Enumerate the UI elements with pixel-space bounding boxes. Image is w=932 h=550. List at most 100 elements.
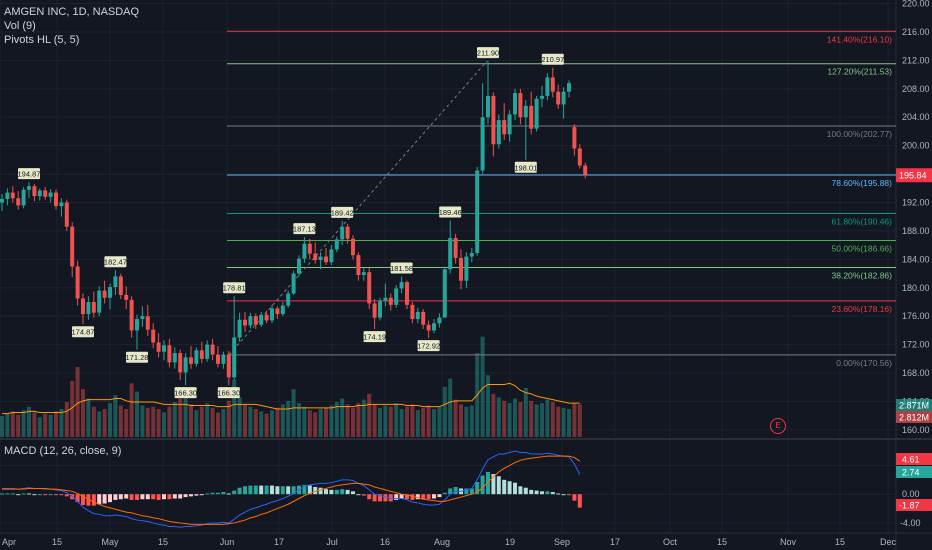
pivot-label: 172.92 [417,342,440,351]
volume-bar [151,406,156,437]
candle-body [442,269,447,318]
pivot-label: 166.30 [217,389,240,398]
candle-body [334,239,339,250]
candle-body [523,105,528,118]
macd-histogram-bar [367,494,372,500]
volume-bar [259,411,264,437]
pivot-label-box [174,387,197,399]
volume-bar [567,409,571,437]
macd-histogram-bar [378,494,382,502]
candle-body [59,202,64,207]
macd-histogram-bar [259,485,264,495]
volume-bar [37,417,42,437]
macd-histogram-bar [156,494,161,500]
price-axis-label: 200.00 [902,141,930,151]
macd-histogram-bar [372,494,377,502]
candle-body [567,83,571,92]
candle-body [145,316,150,330]
volume-bar [345,404,350,437]
price-axis-label: 168.00 [902,368,930,378]
volume-bar [118,405,123,437]
macd-histogram-bar [129,494,134,500]
candle-body [351,238,355,256]
fib-level-label: 141.40%(216.10) [827,34,892,44]
volume-bar [21,410,26,437]
candle-body [259,314,264,325]
macd-histogram-bar [334,489,339,495]
macd-histogram-bar [54,494,58,496]
volume-bar [10,411,15,437]
pivot-label: 178.81 [223,284,246,293]
candle-body [302,243,307,259]
macd-histogram-bar [135,494,139,500]
volume-bar [205,403,210,437]
volume-bar [318,409,323,437]
volume-bar [172,402,177,437]
volume-bar [394,403,399,437]
macd-histogram-bar [162,494,166,500]
candle-body [135,319,139,331]
candle-body [502,120,507,135]
candle-body [32,186,37,197]
macd-histogram-bar [16,494,21,496]
time-axis-label: 17 [610,537,620,547]
candle-body [480,117,485,171]
volume-bar [518,402,523,437]
fib-level-label: 38.20%(182.86) [832,270,893,280]
candle-body [561,91,566,105]
candle-body [205,344,210,359]
candle-body [167,345,172,363]
macd-legend[interactable]: MACD (12, 26, close, 9) [4,445,122,457]
pivot-label-box [104,256,127,268]
macd-histogram-bar [291,486,296,495]
volume-bar [577,404,582,437]
pivot-label: 211.90 [477,49,499,58]
macd-histogram-bar [556,493,561,495]
macd-histogram-bar [75,494,80,503]
macd-histogram-bar [86,494,91,506]
last-price-label: 195.84 [899,171,927,181]
volume-bar [486,375,490,437]
volume-bar [291,389,296,437]
candle-body [464,256,469,281]
candle-body [518,93,523,118]
macd-histogram-bar [469,488,474,495]
candle-body [221,354,226,364]
volume-bar [237,397,242,437]
volume-bar [270,410,274,437]
volume-bar [334,402,339,437]
volume-bar [453,399,458,437]
macd-histogram-bar [307,485,312,495]
volume-bar [253,409,258,437]
earnings-icon[interactable]: E [770,418,786,434]
last-price-tag [896,168,932,183]
candle-body [437,317,442,324]
volume-bar [64,402,69,437]
macd-histogram-bar [210,492,215,495]
macd-histogram-bar [172,494,177,499]
symbol-legend[interactable]: AMGEN INC, 1D, NASDAQ [4,6,140,18]
macd-histogram-bar [21,493,26,495]
candle-body [459,257,463,281]
pivots-legend[interactable]: Pivots HL (5, 5) [4,34,80,46]
time-axis-label: 17 [274,537,284,547]
macd-histogram-bar [226,493,231,495]
fib-level-label: 61.80%(190.46) [832,216,893,226]
macd-histogram-bar [318,487,323,495]
pivot-label-box [18,168,40,180]
macd-histogram-bar [113,494,118,500]
candle-body [529,105,534,129]
volume-legend[interactable]: Vol (9) [4,20,36,32]
volume-bar [367,393,372,437]
volume-value-label: 2.871M [899,401,929,411]
macd-histogram-bar [534,490,539,495]
macd-histogram-bar [0,493,4,495]
price-axis-label: 208.00 [902,84,930,94]
macd-histogram-bar [545,491,550,495]
volume-bar [437,406,442,437]
macd-histogram-bar [464,488,469,495]
macd-axis-label: 2.74 [902,468,920,478]
macd-histogram-bar [345,489,350,495]
macd-histogram-bar [572,494,577,501]
